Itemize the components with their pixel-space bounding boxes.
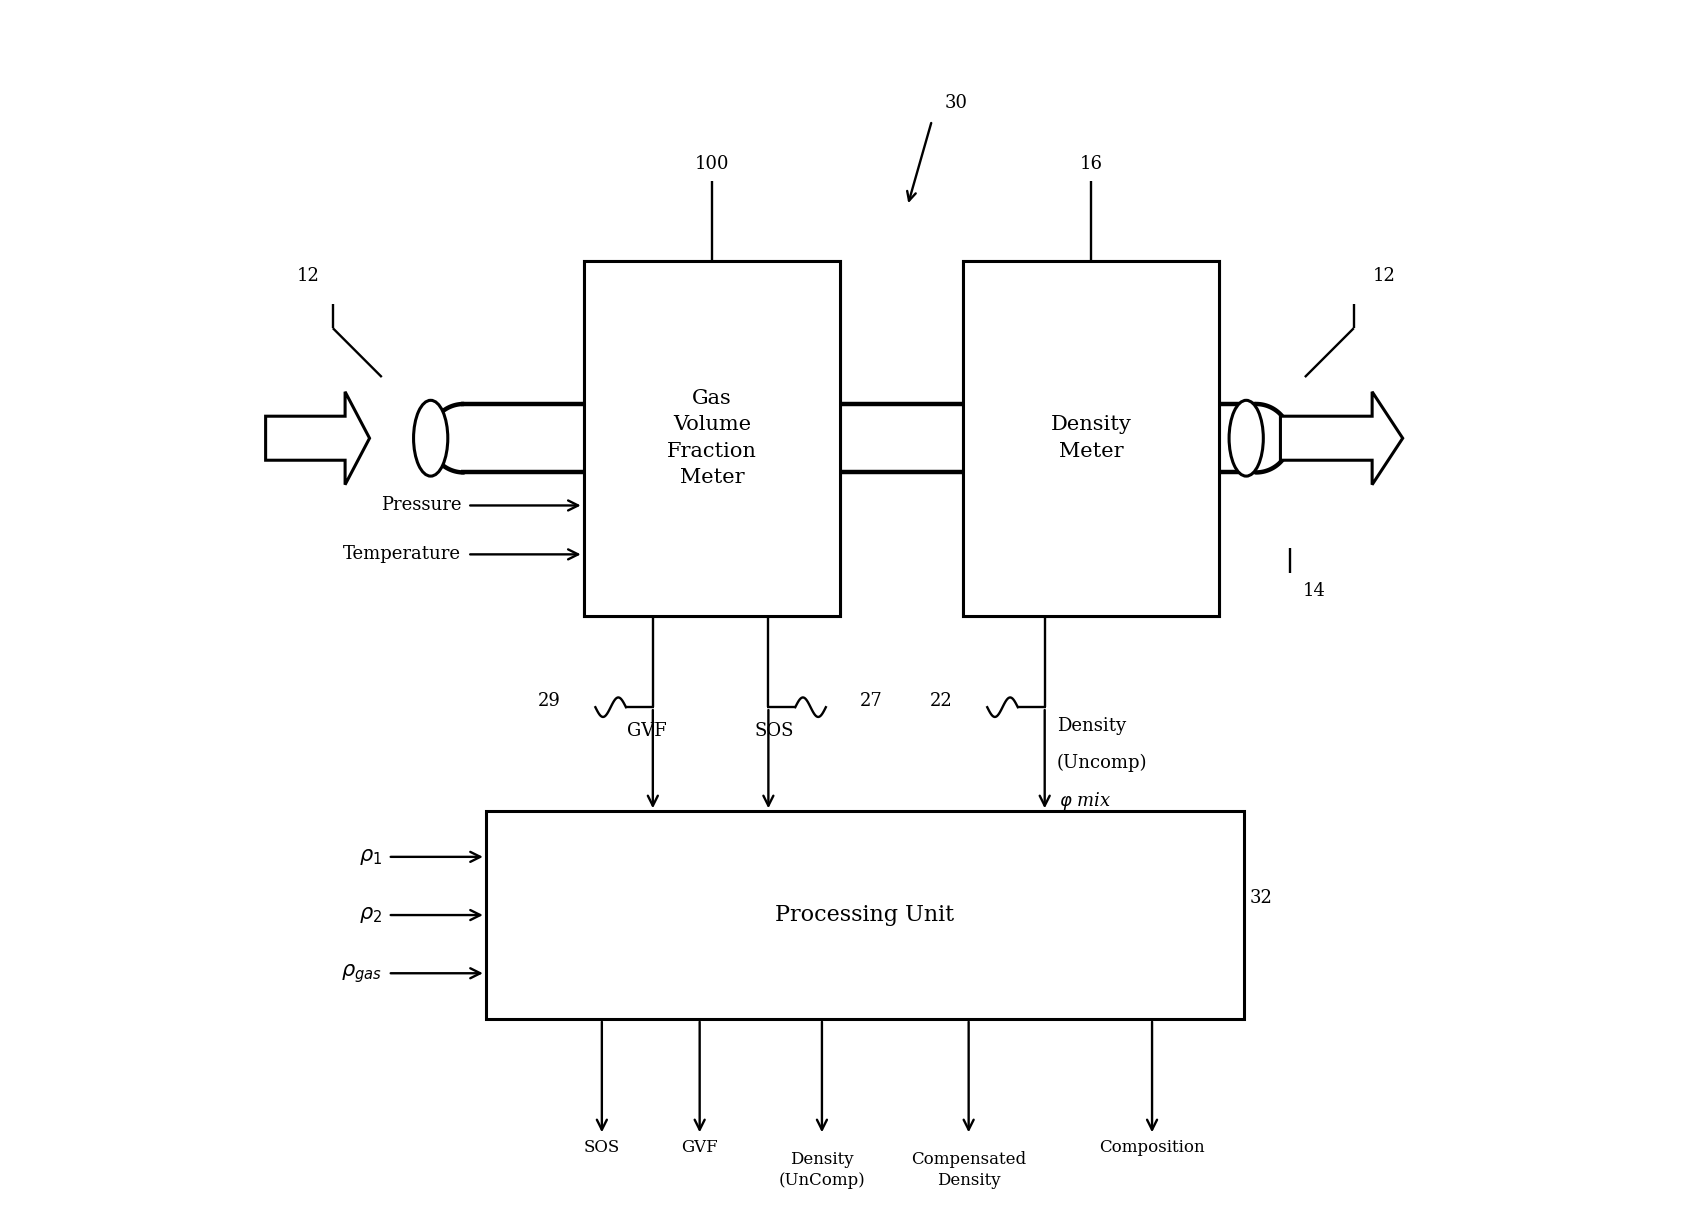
Text: 12: 12 <box>1373 267 1396 286</box>
Text: 100: 100 <box>694 155 730 172</box>
Text: Temperature: Temperature <box>343 545 462 564</box>
Text: Compensated
Density: Compensated Density <box>910 1151 1026 1189</box>
Text: SOS: SOS <box>755 721 795 740</box>
Text: 29: 29 <box>539 692 561 710</box>
Text: 12: 12 <box>297 267 321 286</box>
Text: GVF: GVF <box>627 721 667 740</box>
Text: Processing Unit: Processing Unit <box>776 904 955 926</box>
Text: (Uncomp): (Uncomp) <box>1057 753 1147 772</box>
Text: Gas
Volume
Fraction
Meter: Gas Volume Fraction Meter <box>667 389 757 487</box>
Text: Density: Density <box>1057 716 1125 735</box>
Bar <box>583 261 841 616</box>
Text: $\rho_2$: $\rho_2$ <box>358 905 382 924</box>
Bar <box>486 811 1243 1019</box>
Text: Composition: Composition <box>1100 1139 1205 1156</box>
Text: 22: 22 <box>931 692 953 710</box>
Ellipse shape <box>1229 400 1263 476</box>
Text: 30: 30 <box>945 94 967 112</box>
Text: $\rho_1$: $\rho_1$ <box>358 847 382 867</box>
Text: Pressure: Pressure <box>380 496 462 515</box>
Text: 27: 27 <box>859 692 883 710</box>
Text: Density
Meter: Density Meter <box>1050 416 1132 460</box>
Text: 32: 32 <box>1250 889 1272 907</box>
Text: Density
(UnComp): Density (UnComp) <box>779 1151 866 1189</box>
Polygon shape <box>266 391 370 485</box>
Polygon shape <box>1280 391 1403 485</box>
Text: 16: 16 <box>1079 155 1103 172</box>
Text: SOS: SOS <box>583 1139 621 1156</box>
Bar <box>963 261 1219 616</box>
Ellipse shape <box>414 400 448 476</box>
Text: GVF: GVF <box>682 1139 718 1156</box>
Text: 14: 14 <box>1303 582 1325 601</box>
Text: $\rho_{gas}$: $\rho_{gas}$ <box>341 961 382 985</box>
Bar <box>963 261 1219 616</box>
Text: $\varphi$ mix: $\varphi$ mix <box>1059 790 1112 812</box>
Bar <box>583 261 841 616</box>
